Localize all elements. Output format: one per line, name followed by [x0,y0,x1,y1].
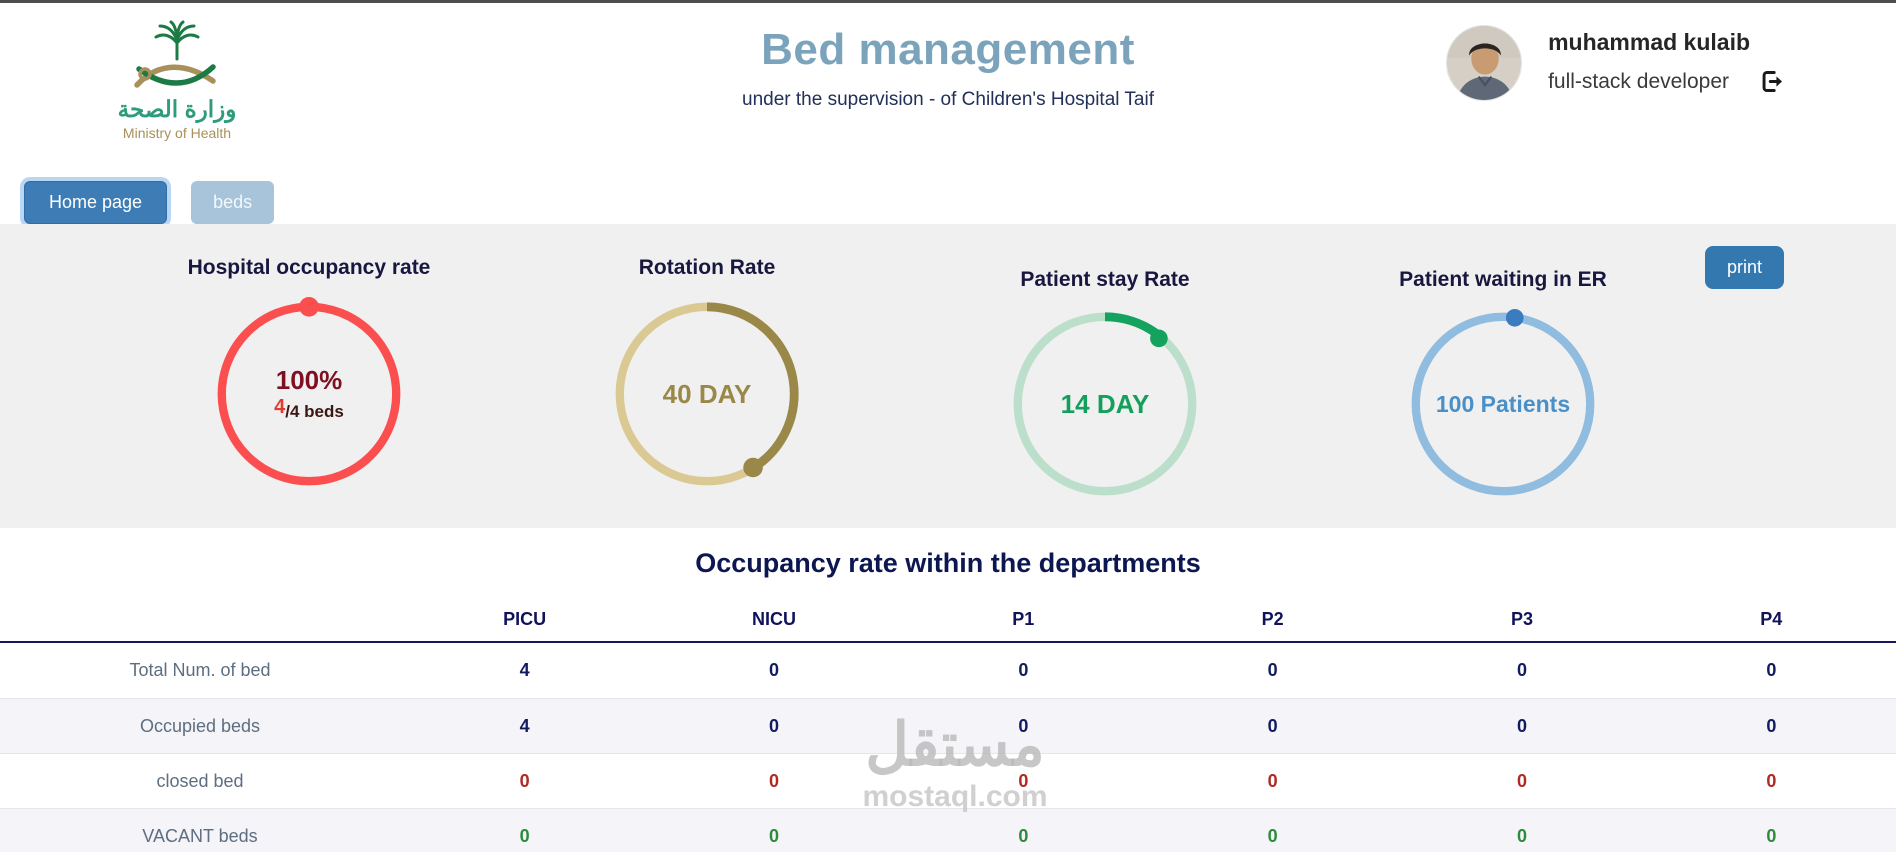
gauge-value: 14 DAY [1060,388,1150,419]
logout-icon [1762,71,1783,92]
table-title: Occupancy rate within the departments [695,548,1201,578]
avatar [1446,25,1523,101]
departments-table: PICU NICU P1 P2 P3 P4 Total Num. of bed … [0,597,1896,852]
app-header: وزارة الصحة Ministry of Health Bed manag… [0,3,1896,161]
tab-home-page[interactable]: Home page [24,181,168,224]
logo-english-subtitle: Ministry of Health [122,125,232,141]
column-header-p4: P4 [1760,608,1783,629]
gauge-title: Rotation Rate [638,256,776,279]
gauge-value: 100% 4/4 beds [274,365,344,421]
column-header-nicu: NICU [751,608,796,629]
table-header-row: PICU NICU P1 P2 P3 P4 [0,597,1896,643]
column-header-p3: P3 [1510,608,1533,629]
logout-button[interactable] [1759,68,1786,95]
page-subtitle: under the supervision - of Children's Ho… [742,89,1154,110]
user-block: muhammad kulaib full-stack developer [1446,25,1786,101]
gauge-title: Patient stay Rate [1020,268,1190,291]
table-row-total-beds: Total Num. of bed 4 0 0 0 0 0 [129,660,1777,680]
print-button[interactable]: print [1704,246,1784,289]
page-title: Bed management [761,25,1135,74]
gauge-patient-stay: Patient stay Rate 14 DAY [906,224,1304,502]
gauges-row: Hospital occupancy rate 100% 4/4 beds Ro… [0,224,1896,502]
user-text: muhammad kulaib full-stack developer [1548,25,1786,95]
title-block: Bed management under the supervision - o… [0,25,1896,111]
gauge-er-waiting: Patient waiting in ER 100 Patients [1304,224,1702,502]
user-name: muhammad kulaib [1548,29,1751,55]
gauge-rotation-rate: Rotation Rate 40 DAY [508,224,906,502]
table-row-closed-beds: closed bed 0 0 0 0 0 0 [0,753,1896,808]
gauge-hospital-occupancy: Hospital occupancy rate 100% 4/4 beds [110,224,508,502]
gauges-panel: print Hospital occupancy rate 100% 4/4 b… [0,224,1896,528]
ministry-of-health-logo: وزارة الصحة Ministry of Health [112,19,242,141]
gauge-title: Patient waiting in ER [1399,268,1607,291]
main-nav: Home page beds [0,161,1896,224]
er-gauge-ring [1411,308,1595,496]
window-top-edge [0,0,1896,3]
gauge-value: 100 Patients [1435,390,1571,417]
user-role: full-stack developer [1548,69,1729,93]
moh-logo-icon [134,20,216,88]
table-row-occupied-beds: Occupied beds 4 0 0 0 0 0 [0,698,1896,753]
stay-gauge-ring [1013,312,1197,496]
column-header-p1: P1 [1012,608,1035,629]
departments-section: Occupancy rate within the departments PI… [0,528,1896,852]
occupancy-gauge-ring [217,296,401,486]
logo-arabic-title: وزارة الصحة [117,96,237,122]
column-header-picu: PICU [503,608,547,629]
avatar-photo [1447,26,1522,100]
table-row-vacant-beds: VACANT beds 0 0 0 0 0 0 [0,808,1896,852]
gauge-title: Hospital occupancy rate [187,256,431,279]
column-header-p2: P2 [1261,608,1284,629]
rotation-gauge-ring [615,302,799,486]
tab-beds[interactable]: beds [191,181,275,224]
gauge-value: 40 DAY [662,378,752,409]
